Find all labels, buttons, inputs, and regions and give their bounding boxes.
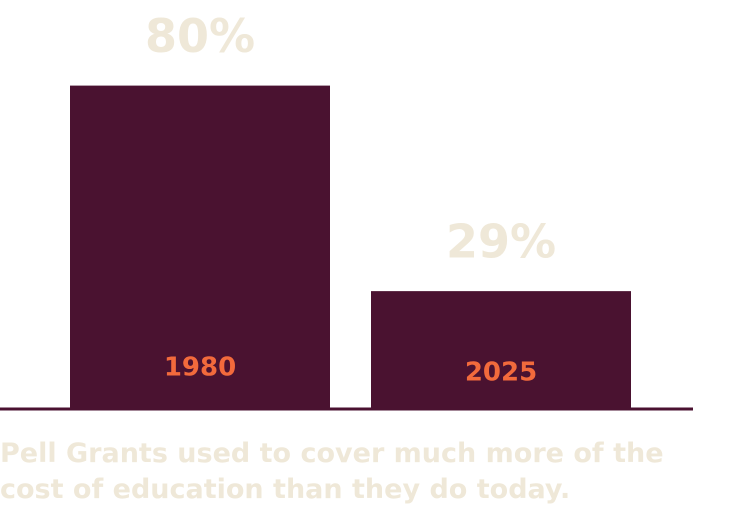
caption: Pell Grants used to cover much more of t… bbox=[0, 438, 664, 505]
value-label: 29% bbox=[446, 215, 556, 269]
bar bbox=[70, 85, 330, 408]
chart: 80% 1980 29% 2025 bbox=[0, 9, 693, 411]
category-label: 2025 bbox=[465, 358, 537, 388]
bar bbox=[371, 291, 631, 408]
value-label: 80% bbox=[145, 9, 255, 63]
category-label: 1980 bbox=[164, 353, 236, 383]
